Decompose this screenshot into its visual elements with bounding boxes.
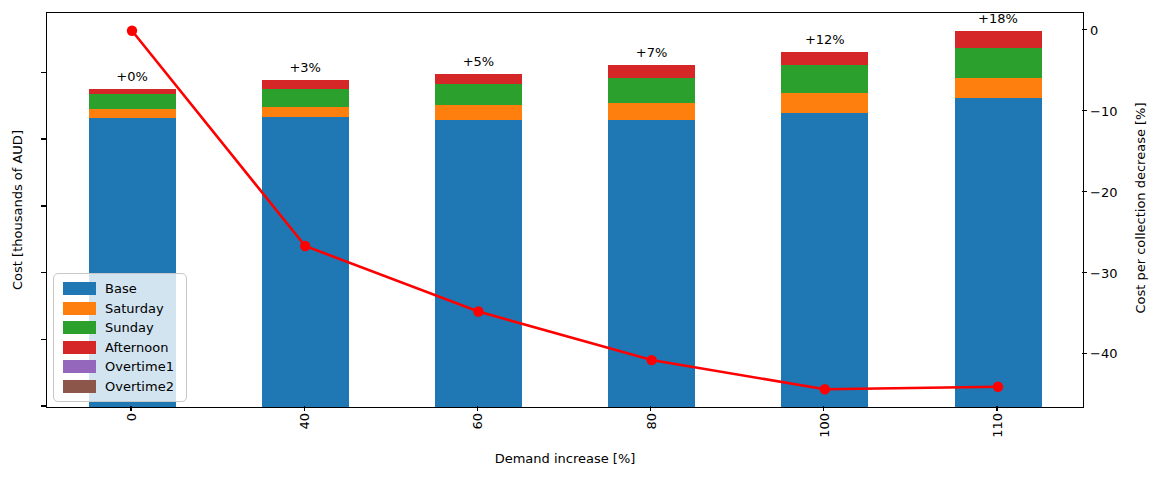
left-axis-tick — [41, 272, 46, 273]
bar-segment-afternoon-80 — [608, 65, 695, 78]
legend-label: Saturday — [105, 301, 164, 316]
x-axis-tick — [477, 406, 478, 411]
bar-segment-saturday-80 — [608, 103, 695, 120]
right-axis-tick — [1082, 29, 1087, 30]
left-axis-tick — [41, 205, 46, 206]
legend-label: Base — [105, 281, 137, 296]
bar-segment-sunday-100 — [781, 65, 868, 93]
x-axis-tick-label: 80 — [643, 413, 658, 430]
right-axis-tick — [1082, 353, 1087, 354]
bar-total-label-110: +18% — [978, 11, 1018, 26]
x-axis-title: Demand increase [%] — [495, 451, 636, 466]
legend-swatch-icon — [63, 282, 96, 295]
right-axis-tick — [1082, 191, 1087, 192]
legend-swatch-icon — [63, 380, 96, 393]
legend-item-overtime1: Overtime1 — [63, 359, 174, 374]
bar-segment-afternoon-100 — [781, 52, 868, 65]
legend-label: Afternoon — [105, 340, 168, 355]
x-axis-tick — [304, 406, 305, 411]
bar-segment-sunday-40 — [262, 89, 349, 106]
left-axis-tick — [41, 138, 46, 139]
bar-segment-base-80 — [608, 120, 695, 407]
legend-swatch-icon — [63, 341, 96, 354]
right-axis-tick — [1082, 110, 1087, 111]
legend-swatch-icon — [63, 321, 96, 334]
bar-segment-sunday-80 — [608, 78, 695, 103]
bar-segment-saturday-100 — [781, 93, 868, 112]
legend-item-afternoon: Afternoon — [63, 340, 174, 355]
line-marker-0 — [127, 26, 137, 36]
bar-segment-sunday-60 — [435, 84, 522, 106]
x-axis-tick — [130, 406, 131, 411]
legend-label: Overtime2 — [105, 379, 174, 394]
line-series-layer — [47, 13, 1083, 407]
bar-segment-base-40 — [262, 117, 349, 407]
x-axis-tick — [996, 406, 997, 411]
bar-segment-afternoon-0 — [89, 89, 176, 94]
x-axis-tick-label: 60 — [470, 413, 485, 430]
bar-total-label-80: +7% — [636, 45, 668, 60]
right-axis-tick-label: 0 — [1090, 22, 1098, 37]
right-axis-tick-label: −40 — [1090, 346, 1117, 361]
bar-segment-sunday-110 — [955, 48, 1042, 78]
bar-total-label-100: +12% — [805, 32, 845, 47]
legend-item-saturday: Saturday — [63, 301, 174, 316]
bar-total-label-60: +5% — [463, 54, 495, 69]
x-axis-tick-label: 100 — [816, 413, 831, 438]
right-axis-tick-label: −10 — [1090, 103, 1117, 118]
x-axis-tick-label: 0 — [124, 413, 139, 421]
left-axis-tick — [41, 405, 46, 406]
bar-total-label-0: +0% — [116, 69, 148, 84]
bar-segment-saturday-110 — [955, 78, 1042, 98]
legend-label: Sunday — [105, 320, 154, 335]
bar-segment-afternoon-40 — [262, 80, 349, 89]
x-axis-tick — [823, 406, 824, 411]
bar-segment-sunday-0 — [89, 94, 176, 109]
left-axis-tick — [41, 339, 46, 340]
bar-segment-saturday-60 — [435, 105, 522, 120]
bar-segment-base-100 — [781, 113, 868, 407]
chart-figure: +0% +3% +5% +7% +12% +18% Base Saturday Sunday A… — [0, 0, 1160, 478]
legend-box: Base Saturday Sunday Afternoon Overtime1 Over… — [53, 273, 187, 402]
legend-item-sunday: Sunday — [63, 320, 174, 335]
bar-segment-afternoon-60 — [435, 74, 522, 84]
right-axis-tick — [1082, 272, 1087, 273]
plot-area: +0% +3% +5% +7% +12% +18% Base Saturday Sunday A… — [46, 12, 1084, 408]
x-axis-tick-label: 40 — [297, 413, 312, 430]
legend-item-overtime2: Overtime2 — [63, 379, 174, 394]
legend-swatch-icon — [63, 360, 96, 373]
bar-segment-base-60 — [435, 120, 522, 407]
left-axis-title: Cost [thousands of AUD] — [10, 130, 25, 290]
legend-swatch-icon — [63, 302, 96, 315]
bar-total-label-40: +3% — [289, 60, 321, 75]
legend-item-base: Base — [63, 281, 174, 296]
right-axis-tick-label: −30 — [1090, 265, 1117, 280]
x-axis-tick-label: 110 — [990, 413, 1005, 438]
bar-segment-base-110 — [955, 98, 1042, 407]
right-axis-title: Cost per collection decrease [%] — [1133, 102, 1148, 313]
bar-segment-afternoon-110 — [955, 31, 1042, 48]
left-axis-tick — [41, 72, 46, 73]
bar-segment-saturday-0 — [89, 109, 176, 118]
bar-segment-saturday-40 — [262, 107, 349, 117]
legend-label: Overtime1 — [105, 359, 174, 374]
x-axis-tick — [650, 406, 651, 411]
right-axis-tick-label: −20 — [1090, 184, 1117, 199]
